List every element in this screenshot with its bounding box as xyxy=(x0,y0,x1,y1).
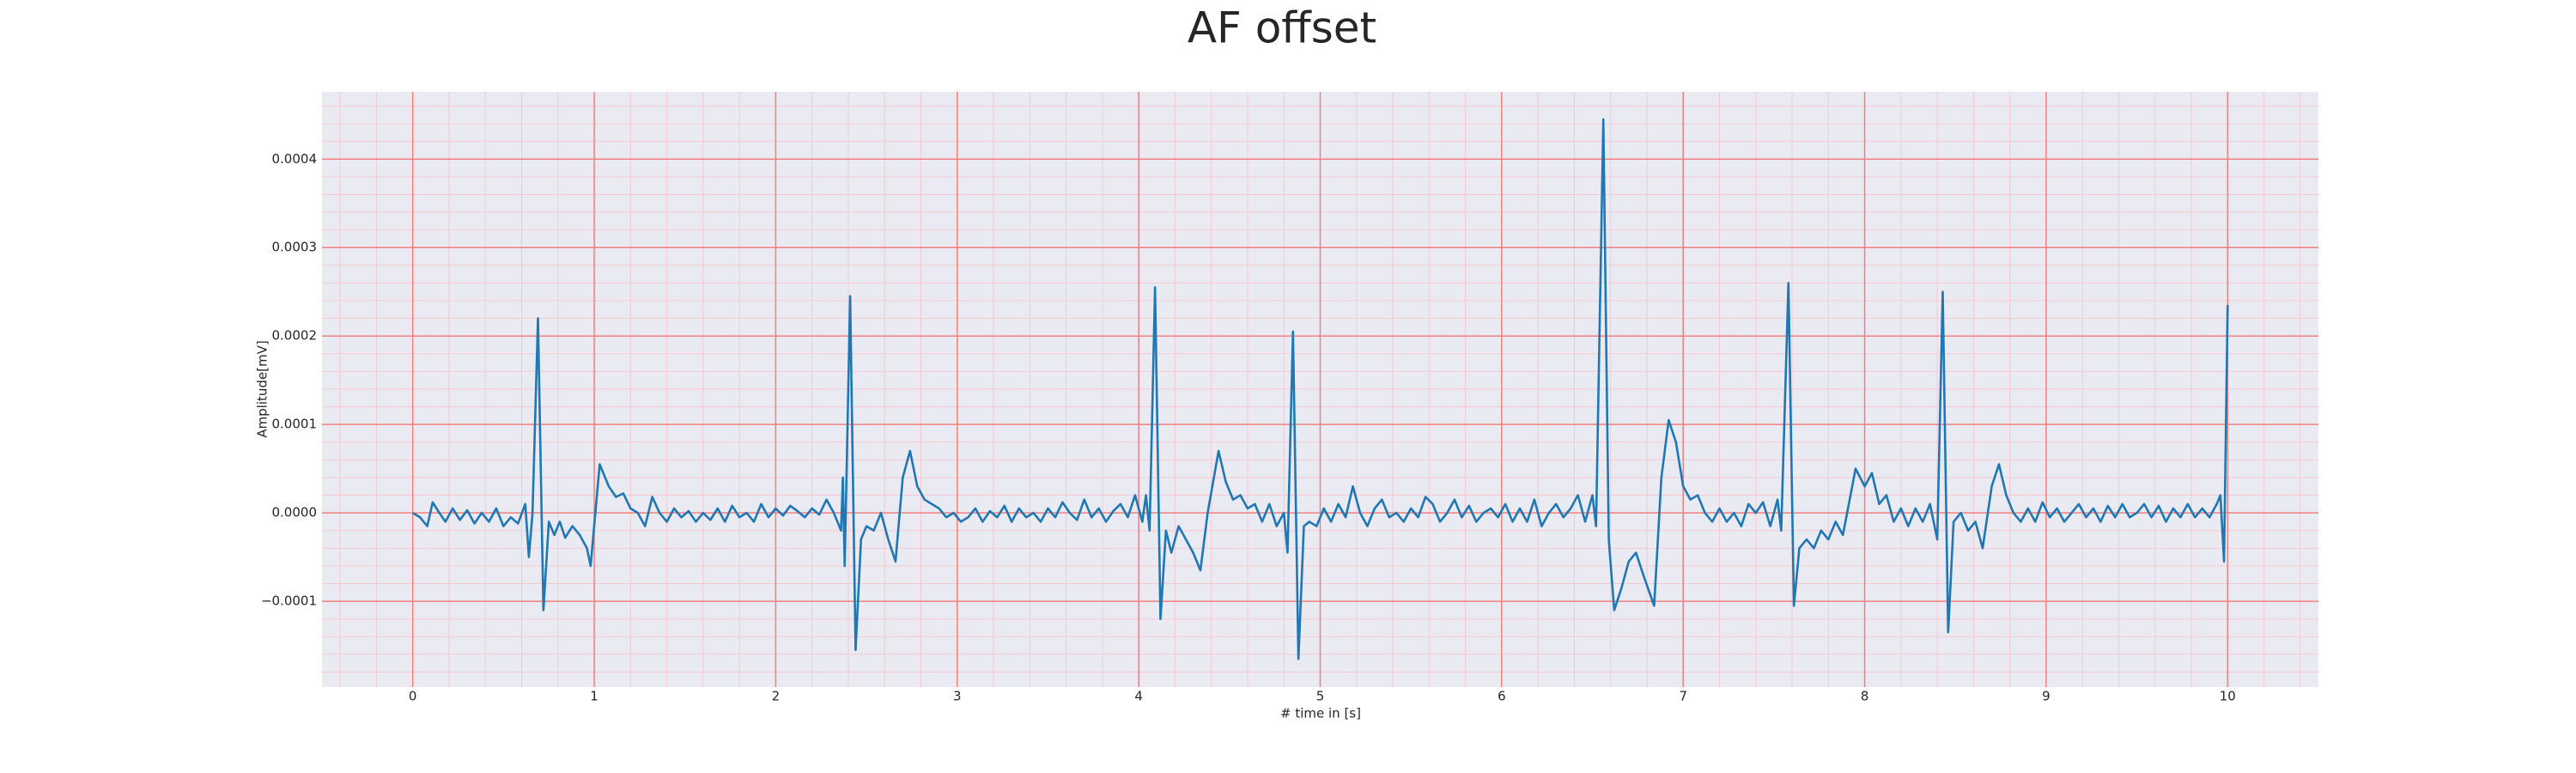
y-tick-label: 0.0003 xyxy=(272,240,318,255)
y-axis-label: Amplitude[mV] xyxy=(255,340,270,437)
x-tick-label: 1 xyxy=(590,689,598,704)
chart-title: AF offset xyxy=(1188,3,1376,53)
x-tick-label: 0 xyxy=(409,689,417,704)
x-tick-label: 4 xyxy=(1134,689,1143,704)
x-tick-label: 2 xyxy=(772,689,781,704)
y-tick-label: −0.0001 xyxy=(261,593,317,609)
x-tick-label: 10 xyxy=(2220,689,2236,704)
x-tick-label: 6 xyxy=(1498,689,1506,704)
y-tick-label: 0.0004 xyxy=(272,151,318,167)
x-tick-label: 7 xyxy=(1679,689,1687,704)
y-tick-label: 0.0002 xyxy=(272,328,318,344)
x-tick-label: 5 xyxy=(1316,689,1325,704)
y-tick-label: 0.0001 xyxy=(272,417,318,432)
x-tick-label: 8 xyxy=(1861,689,1869,704)
signal-line xyxy=(412,118,2229,660)
x-tick-label: 9 xyxy=(2042,689,2050,704)
y-tick-label: 0.0000 xyxy=(272,505,318,520)
x-tick-label: 3 xyxy=(953,689,962,704)
x-axis-label: # time in [s] xyxy=(1280,706,1361,721)
